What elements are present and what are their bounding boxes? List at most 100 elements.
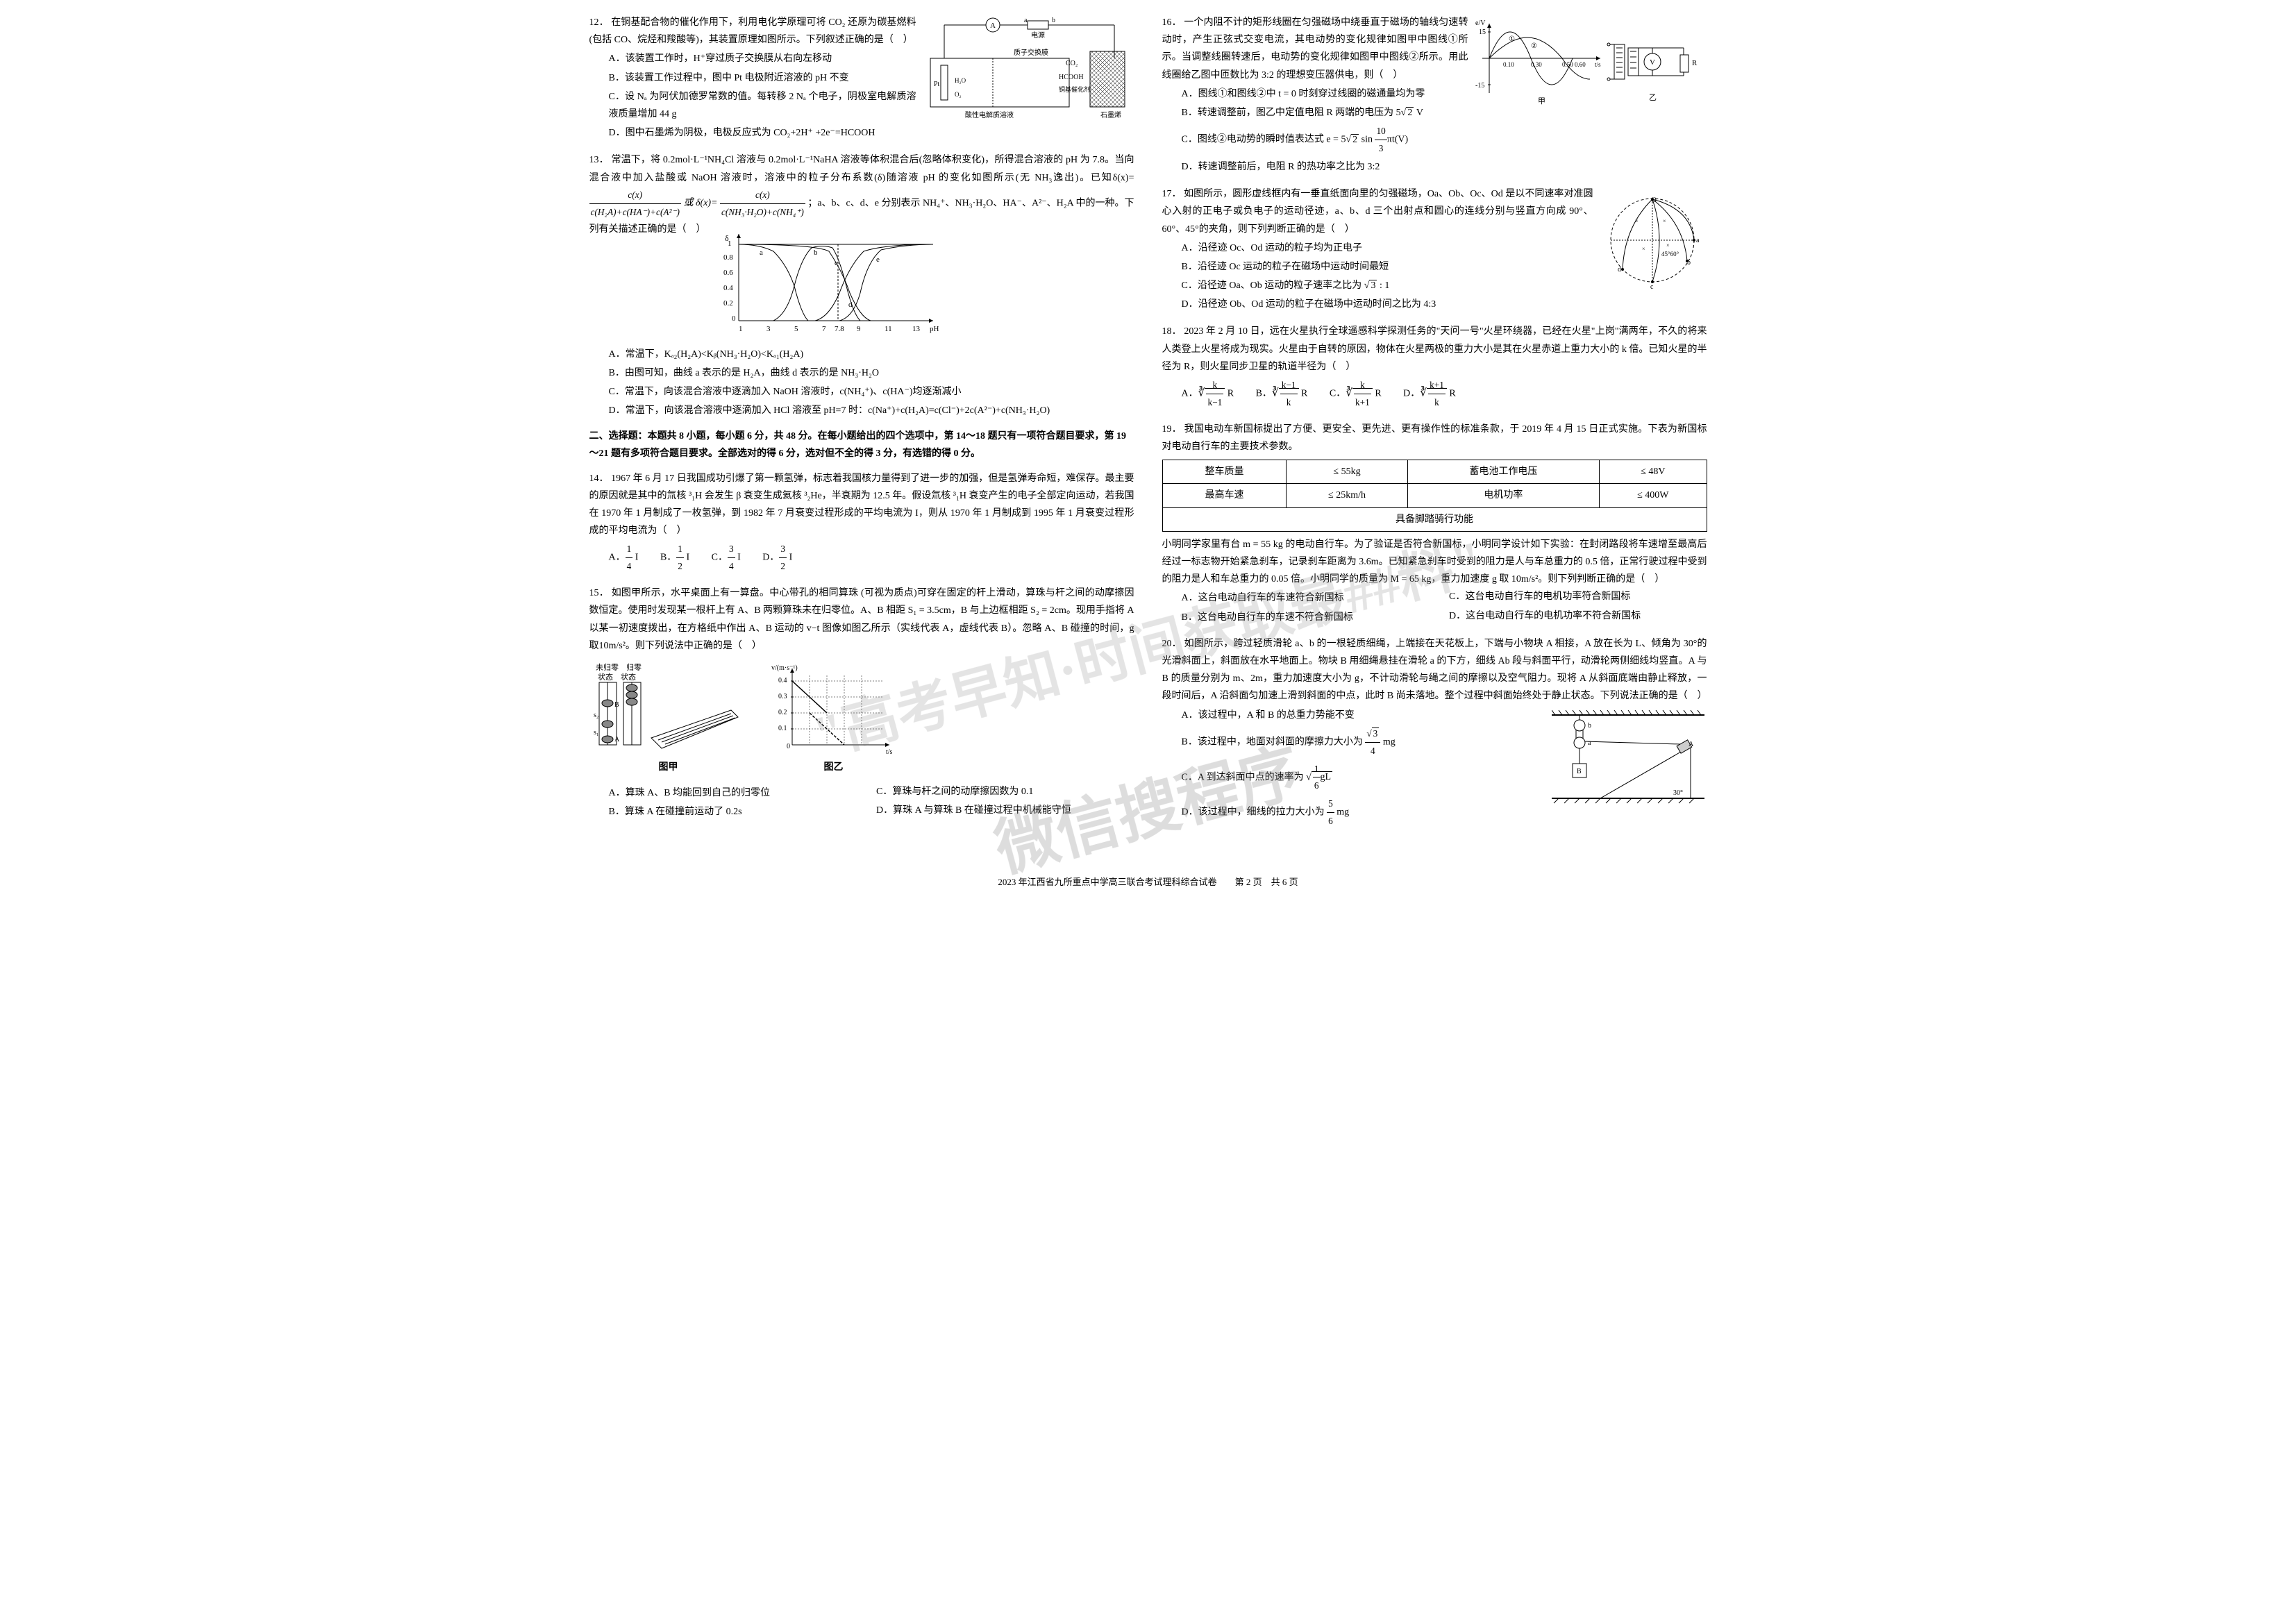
question-12: A a 电源 b 质子交换膜 Pt H₂O O₂ CO₂ [589, 14, 1134, 143]
svg-text:甲: 甲 [1538, 97, 1545, 106]
svg-text:①: ① [1509, 35, 1515, 43]
q15-stem: 如图甲所示，水平桌面上有一算盘。中心带孔的相同算珠 (可视为质点)可穿在固定的杆… [589, 588, 1134, 651]
q19-num: 19． [1162, 424, 1182, 435]
q12-num: 12． [589, 17, 609, 28]
q13-opt-d: D．常温下，向该混合溶液中逐滴加入 HCl 溶液至 pH=7 时：c(Na⁺)+… [609, 402, 1134, 419]
svg-text:0.10: 0.10 [1503, 61, 1514, 68]
svg-text:1: 1 [728, 239, 732, 248]
svg-text:c: c [835, 259, 838, 267]
svg-text:-15: -15 [1475, 82, 1484, 90]
q13-formula: c(x)c(H₂A)+c(HA⁻)+c(A²⁻) 或 δ(x)= c(x)c(N… [589, 198, 808, 208]
q14-opt-d: D．32 I [762, 541, 792, 575]
q12-stem: 在铜基配合物的催化作用下，利用电化学原理可将 CO₂ 还原为碳基燃料(包括 CO… [589, 17, 916, 45]
svg-text:30°: 30° [1673, 789, 1683, 797]
svg-text:0: 0 [787, 743, 790, 750]
q20-num: 20． [1162, 639, 1182, 649]
q14-opt-b: B．12 I [660, 541, 689, 575]
svg-text:s₂: s₂ [594, 712, 598, 719]
q15-opt-b: B．算珠 A 在碰撞前运动了 0.2s [609, 803, 867, 821]
q19-opt-b: B．这台电动自行车的车速不符合新国标 [1182, 609, 1440, 626]
svg-text:×: × [1663, 218, 1666, 224]
q15-figure-1: 未归零 归零 状态 状态 s₂ B s₁ A [592, 662, 745, 776]
q17-opt-d: D．沿径迹 Ob、Od 运动的粒子在磁场中运动时间之比为 4:3 [1182, 296, 1707, 313]
svg-text:5: 5 [794, 325, 798, 333]
svg-text:×: × [1635, 218, 1639, 224]
q14-num: 14． [589, 473, 609, 484]
svg-text:电源: 电源 [1031, 31, 1045, 40]
q19-opt-a: A．这台电动自行车的车速符合新国标 [1182, 589, 1440, 607]
q15-fig2-label: 图乙 [771, 759, 896, 776]
q16-diagram: e/V 15 -15 0.100.30 0.50 0.60t/s ① ② 甲 [1475, 17, 1704, 107]
svg-text:质子交换膜: 质子交换膜 [1014, 48, 1048, 57]
q18-opt-d: D．∛k+1k R [1403, 377, 1456, 411]
svg-text:0.50 0.60: 0.50 0.60 [1562, 61, 1586, 68]
question-18: 18． 2023 年 2 月 10 日，远在火星执行全球遥感科学探测任务的"天问… [1162, 323, 1707, 412]
svg-text:V: V [1650, 58, 1655, 67]
svg-text:c: c [1650, 283, 1654, 291]
q19-stem1: 我国电动车新国标提出了方便、更安全、更先进、更有操作性的标准条款，于 2019 … [1162, 424, 1707, 452]
svg-text:t/s: t/s [1595, 61, 1601, 68]
svg-text:0.4: 0.4 [723, 284, 733, 292]
question-15: 15． 如图甲所示，水平桌面上有一算盘。中心带孔的相同算珠 (可视为质点)可穿在… [589, 585, 1134, 821]
question-20: 20． 如图所示，跨过轻质滑轮 a、b 的一根轻质细绳，上端接在天花板上，下端与… [1162, 635, 1707, 831]
svg-text:7.8: 7.8 [835, 325, 844, 333]
svg-text:9: 9 [857, 325, 861, 333]
q19-opt-c: C．这台电动自行车的电机功率符合新国标 [1449, 588, 1707, 605]
q16-stem: 一个内阻不计的矩形线圈在匀强磁场中绕垂直于磁场的轴线匀速转动时，产生正弦式交变电… [1162, 17, 1468, 81]
svg-text:t/s: t/s [886, 748, 893, 756]
q18-num: 18． [1162, 326, 1182, 337]
svg-text:未归零 归零: 未归零 归零 [596, 662, 642, 672]
q13-stem1: 常温下，将 0.2mol·L⁻¹NH₄Cl 溶液与 0.2mol·L⁻¹NaHA… [589, 155, 1134, 183]
svg-text:13: 13 [912, 325, 921, 333]
svg-text:HCOOH: HCOOH [1059, 74, 1084, 81]
q18-opt-c: C．∛kk+1 R [1330, 377, 1382, 411]
q17-diagram: O a b c d 45°60° ×××× [1600, 188, 1704, 292]
svg-text:v/(m·s⁻¹): v/(m·s⁻¹) [771, 664, 798, 672]
svg-text:H₂O: H₂O [955, 77, 966, 84]
svg-text:a: a [1696, 237, 1700, 244]
q13-opt-c: C．常温下，向该混合溶液中逐滴加入 NaOH 溶液时，c(NH₄⁺)、c(HA⁻… [609, 383, 1134, 401]
svg-text:a: a [1024, 17, 1028, 24]
question-19: 19． 我国电动车新国标提出了方便、更安全、更先进、更有操作性的标准条款，于 2… [1162, 421, 1707, 627]
q12-diagram: A a 电源 b 质子交换膜 Pt H₂O O₂ CO₂ [923, 17, 1132, 121]
table-row: 最高车速≤ 25km/h 电机功率≤ 400W [1162, 484, 1707, 507]
q16-opt-c: C．图线②电动势的瞬时值表达式 e = 5√2 sin 103πt(V) [1182, 123, 1707, 157]
svg-text:石墨烯: 石墨烯 [1100, 110, 1121, 119]
q19-opt-d: D．这台电动自行车的电机功率不符合新国标 [1449, 607, 1707, 625]
q20-diagram: b a B 30° A [1552, 708, 1704, 812]
svg-text:铜基催化剂: 铜基催化剂 [1059, 85, 1090, 93]
left-column: A a 电源 b 质子交换膜 Pt H₂O O₂ CO₂ [589, 14, 1134, 839]
svg-text:0.3: 0.3 [778, 693, 787, 700]
q14-opt-c: C．34 I [712, 541, 741, 575]
svg-text:0.6: 0.6 [723, 269, 733, 277]
q13-opt-a: A．常温下，Kₐ₂(H₂A)<Kᵦ(NH₃·H₂O)<Kₐ₁(H₂A) [609, 346, 1134, 363]
svg-text:0.8: 0.8 [723, 253, 733, 262]
svg-text:11: 11 [885, 325, 892, 333]
svg-text:A: A [614, 736, 620, 743]
q15-opt-c: C．算珠与杆之间的动摩擦因数为 0.1 [876, 783, 1134, 800]
q18-opt-a: A．∛kk−1 R [1182, 377, 1234, 411]
svg-text:×: × [1642, 246, 1645, 252]
svg-text:乙: 乙 [1649, 93, 1657, 102]
svg-text:15: 15 [1479, 28, 1486, 36]
svg-text:B: B [1577, 768, 1582, 775]
svg-text:s₁: s₁ [594, 729, 598, 737]
section-2-header: 二、选择题：本题共 8 小题，每小题 6 分，共 48 分。在每小题给出的四个选… [589, 428, 1134, 462]
q12-opt-d: D．图中石墨烯为阴极，电极反应式为 CO₂+2H⁺ +2e⁻=HCOOH [609, 124, 1134, 142]
q13-num: 13． [589, 155, 609, 165]
svg-text:pH: pH [930, 325, 939, 333]
svg-text:0.1: 0.1 [778, 725, 787, 732]
q14-opt-a: A．14 I [609, 541, 639, 575]
svg-text:3: 3 [766, 325, 771, 333]
q13-chart: δ 1 0.8 0.6 0.4 0.2 0 13 57 7.89 1113 pH… [711, 224, 947, 342]
svg-text:1: 1 [739, 325, 743, 333]
svg-text:O₂: O₂ [955, 91, 962, 98]
svg-text:45°60°: 45°60° [1661, 251, 1679, 258]
q19-table: 整车质量≤ 55kg 蓄电池工作电压≤ 48V 最高车速≤ 25km/h 电机功… [1162, 460, 1707, 532]
q18-opt-b: B．∛k−1k R [1256, 377, 1308, 411]
q15-figure-2: v/(m·s⁻¹) t/s 0 0.4 0.3 0.2 0.1 [771, 662, 896, 776]
svg-text:7: 7 [822, 325, 826, 333]
svg-text:酸性电解质溶液: 酸性电解质溶液 [965, 110, 1014, 119]
svg-text:Pt: Pt [934, 81, 940, 88]
q17-num: 17． [1162, 189, 1182, 199]
